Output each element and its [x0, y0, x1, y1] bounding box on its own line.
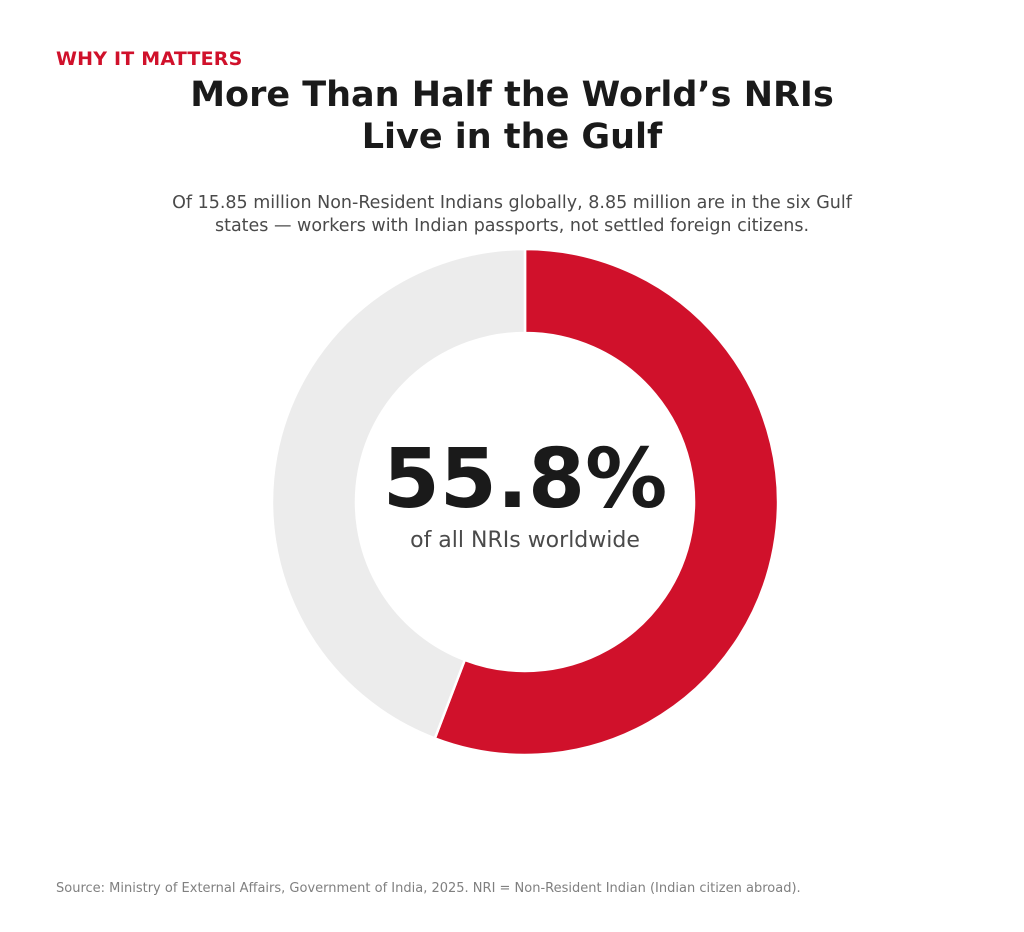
source-note: Source: Ministry of External Affairs, Go… — [56, 881, 801, 896]
center-caption: of all NRIs worldwide — [410, 528, 640, 553]
donut-slice-gulf-states — [433, 247, 780, 757]
donut-slice-rest-of-world — [270, 247, 527, 741]
chart-subtitle: Of 15.85 million Non-Resident Indians gl… — [0, 192, 1024, 238]
chart-subtitle-line-2: states — workers with Indian passports, … — [214, 216, 810, 236]
chart-title-line-2: Live in the Gulf — [361, 117, 663, 157]
chart-title: More Than Half the World’s NRIs Live in … — [0, 74, 1024, 158]
center-percentage: 55.8% — [382, 432, 668, 527]
kicker-label: WHY IT MATTERS — [56, 48, 243, 70]
chart-subtitle-line-1: Of 15.85 million Non-Resident Indians gl… — [172, 193, 852, 213]
chart-title-line-1: More Than Half the World’s NRIs — [190, 75, 834, 115]
